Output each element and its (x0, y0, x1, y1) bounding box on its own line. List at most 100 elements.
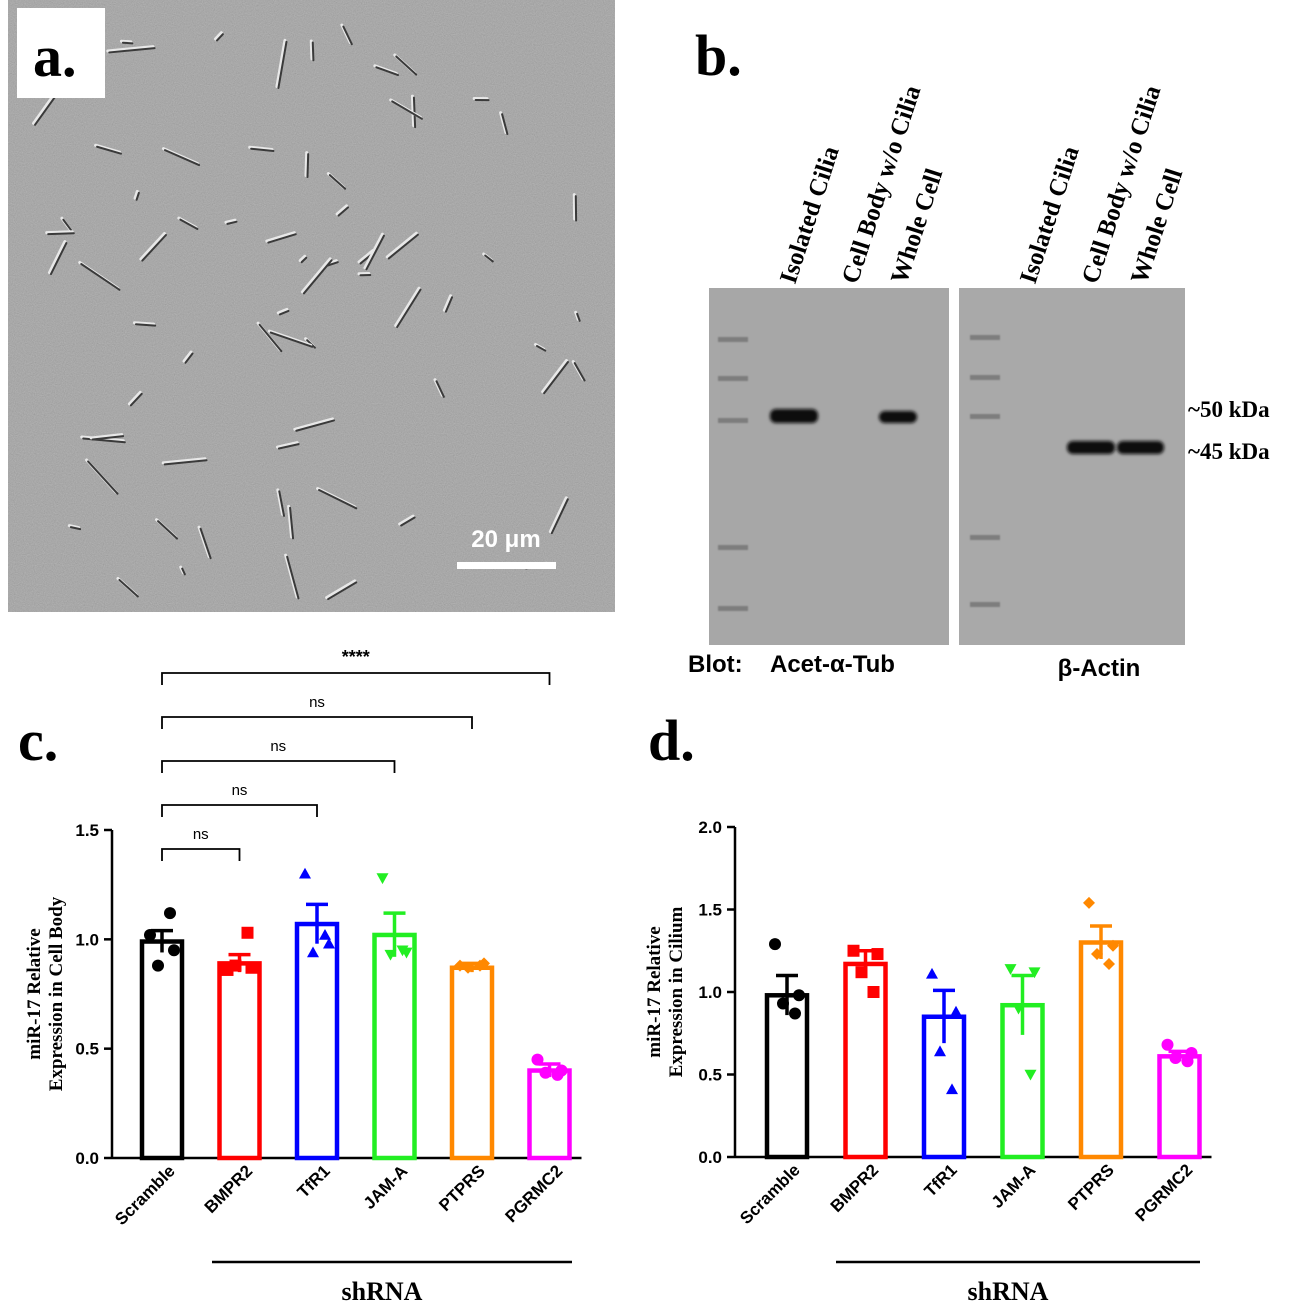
data-point (1091, 948, 1103, 961)
significance-label: ns (309, 694, 325, 711)
cilium-shadow (501, 113, 509, 135)
cilium-highlight (275, 38, 287, 88)
significance-label: ns (193, 826, 209, 843)
cilium-highlight (276, 488, 284, 516)
blot-label-actin: β-Actin (1058, 655, 1141, 682)
cilium-highlight (182, 350, 193, 363)
ladder-2 (970, 335, 1000, 607)
data-point (323, 937, 335, 949)
y-tick-label: 0.0 (75, 1149, 99, 1168)
cilium-highlight (335, 204, 349, 216)
cilium-shadow (337, 206, 350, 217)
data-point (144, 928, 156, 941)
data-point (867, 986, 880, 998)
cilium-highlight (89, 433, 124, 440)
data-point (245, 961, 258, 974)
cilium-highlight (265, 231, 296, 243)
lane-label-4: Isolated Cilia (1015, 143, 1085, 287)
group-label: shRNA (342, 1277, 423, 1306)
data-point (299, 867, 311, 879)
data-point (1083, 896, 1095, 909)
bar-scramble (139, 939, 185, 1161)
cilium-shadow (550, 498, 569, 535)
cilium-shadow (396, 288, 422, 329)
cilium-shadow (80, 263, 121, 291)
cilium-highlight (499, 111, 508, 134)
category-label: JAM-A (360, 1161, 412, 1213)
cilium-shadow (375, 66, 399, 77)
significance-bracket (161, 716, 473, 729)
data-point (777, 997, 789, 1010)
cilium-shadow (129, 392, 143, 407)
cilium-highlight (548, 496, 568, 534)
cilium-highlight (32, 92, 56, 125)
cilium-shadow (163, 149, 201, 167)
data-point (462, 961, 474, 974)
significance-label: ns (232, 782, 248, 799)
cilium-highlight (410, 94, 416, 128)
y-tick-label: 1.5 (698, 901, 722, 920)
data-point (871, 948, 884, 961)
category-label: PGRMC2 (501, 1161, 566, 1226)
cilium-shadow (326, 261, 339, 267)
data-point (319, 928, 331, 940)
y-tick-label: 1.0 (75, 930, 99, 949)
cilium-shadow (277, 40, 288, 89)
ladder-1 (718, 337, 748, 611)
cilium-shadow (365, 234, 385, 271)
data-point (229, 959, 242, 972)
data-point (1103, 957, 1115, 970)
cilium-highlight (119, 39, 133, 44)
blot-prefix: Blot: (688, 651, 743, 678)
cilium-shadow (395, 55, 418, 76)
data-point (855, 966, 868, 979)
lane-label-1: Isolated Cilia (775, 143, 845, 287)
data-point (376, 873, 389, 885)
cilium-highlight (284, 553, 299, 599)
data-point (551, 1068, 564, 1081)
data-point (164, 907, 176, 920)
cilium-shadow (573, 362, 586, 382)
cilium-shadow (295, 419, 335, 432)
cilium-shadow (269, 331, 314, 348)
chart-c: 0.0 0.5 1.0 1.5 miR-17 RelativeExpression in… (24, 647, 582, 1306)
data-point (789, 1007, 801, 1020)
bar-scramble (764, 993, 810, 1160)
cilium-highlight (47, 240, 67, 275)
cilium-shadow (576, 312, 581, 322)
cilium-shadow (300, 256, 308, 264)
data-point (1169, 1052, 1182, 1064)
micrograph-texture (8, 0, 615, 612)
y-tick-label: 0.5 (75, 1040, 99, 1059)
cilium-highlight (385, 231, 418, 259)
panel-a-letter: a. (33, 24, 77, 89)
data-point (950, 1005, 962, 1017)
significance-bracket (161, 672, 551, 685)
y-tick-label: 0.0 (698, 1148, 722, 1167)
cilium-shadow (311, 41, 315, 62)
y-axis-title: miR-17 RelativeExpression in Cell Body (24, 896, 67, 1091)
category-label: TfR1 (294, 1161, 334, 1201)
significance-bracket (161, 760, 396, 773)
cilium-shadow (289, 506, 295, 540)
cilium-shadow (215, 33, 224, 42)
y-tick-label: 0.5 (698, 1066, 722, 1085)
significance-bracket (161, 804, 318, 817)
bar-jam-a (372, 932, 417, 1161)
cilium-shadow (184, 352, 194, 364)
band-acet-tub-isolated-cilia (770, 409, 818, 423)
cilium-highlight (309, 39, 314, 61)
cilium-shadow (286, 555, 300, 600)
cilium-shadow (250, 147, 275, 152)
category-label: BMPR2 (827, 1160, 883, 1216)
cilium-highlight (106, 45, 155, 53)
cilium-highlight (363, 232, 384, 270)
cilium-shadow (157, 520, 179, 540)
cilium-highlight (67, 524, 81, 530)
bar-ptprs (1078, 940, 1124, 1160)
category-label: TfR1 (921, 1160, 961, 1200)
cilium-highlight (398, 514, 415, 526)
cilium-highlight (275, 441, 299, 449)
blot-membrane-1 (709, 288, 949, 645)
cilium-shadow (96, 145, 122, 155)
